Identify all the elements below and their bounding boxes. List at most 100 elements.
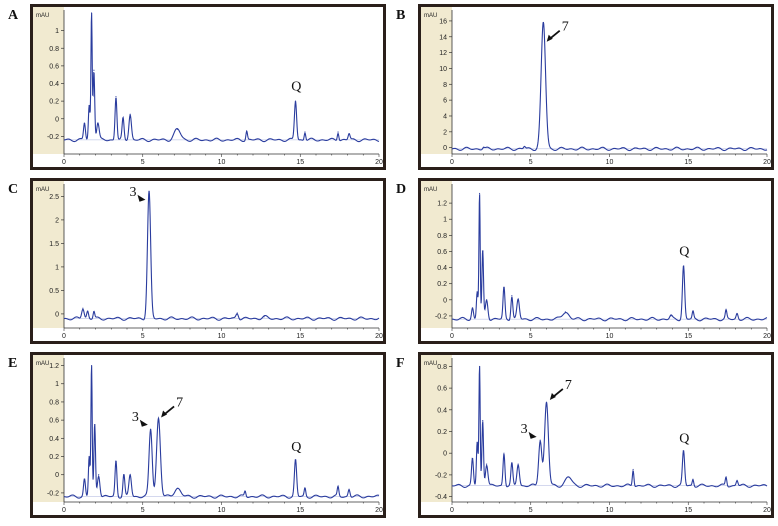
peak-apex xyxy=(682,265,685,267)
peak-apex xyxy=(736,312,738,315)
panel-letter-b: B xyxy=(396,8,406,23)
x-tick-label: 15 xyxy=(296,333,304,340)
chromatogram-plot-e: mAU 1.2 1 0.8 0.6 0.4 0.2 0 -0.2 0 5 10 15 20 3 7 Q xyxy=(33,355,383,515)
x-tick-label: 5 xyxy=(141,159,145,166)
annotation-label: Q xyxy=(291,440,301,455)
chromatogram-panel-f: mAU 0.8 0.6 0.4 0.2 0 -0.2 -0.4 0 5 10 15 20 3 7 Q xyxy=(418,352,774,518)
peak-apex xyxy=(567,476,570,478)
x-tick-label: 0 xyxy=(62,159,66,166)
y-tick-label: 0 xyxy=(443,145,447,152)
y-unit-label: mAU xyxy=(424,187,437,193)
peak-apex xyxy=(88,455,90,458)
peak-apex xyxy=(670,315,672,317)
peak-apex xyxy=(97,122,99,124)
peak-apex xyxy=(150,428,152,430)
y-tick-label: 12 xyxy=(439,50,447,57)
peak-apex xyxy=(486,463,488,465)
peak-apex xyxy=(263,316,265,318)
x-tick-label: 10 xyxy=(606,507,614,514)
y-tick-label: 0 xyxy=(443,297,447,304)
peak-apex xyxy=(476,441,478,443)
y-tick-label: 0.6 xyxy=(437,386,447,393)
annotation-label: 7 xyxy=(176,395,183,410)
y-tick-label: 1.5 xyxy=(49,241,59,248)
x-tick-label: 15 xyxy=(296,159,304,166)
peak-apex xyxy=(564,311,566,313)
y-tick-label: 16 xyxy=(439,18,447,25)
y-tick-label: 0 xyxy=(443,451,447,458)
peak-apex xyxy=(294,100,297,102)
chromatogram-panel-a: mAU 1 0.8 0.6 0.4 0.2 0 -0.2 0 5 10 15 20 Q xyxy=(30,4,386,170)
x-tick-label: 10 xyxy=(218,159,226,166)
y-axis-band xyxy=(421,7,452,154)
peak-apex xyxy=(539,439,541,441)
peak-apex xyxy=(482,250,484,253)
y-tick-label: 0.6 xyxy=(437,249,447,256)
annotation-label: 3 xyxy=(132,410,139,425)
annotation-label: 7 xyxy=(562,20,569,35)
peak-apex xyxy=(176,487,178,489)
peak-apex xyxy=(682,450,685,452)
x-tick-label: 20 xyxy=(375,333,383,340)
annotation-label: 3 xyxy=(521,422,528,437)
y-tick-label: 2 xyxy=(55,217,59,224)
y-tick-label: 1 xyxy=(55,381,59,388)
x-axis-band xyxy=(33,328,383,341)
x-tick-label: 5 xyxy=(141,507,145,514)
x-tick-label: 20 xyxy=(375,159,383,166)
y-tick-label: 1 xyxy=(443,217,447,224)
annotation-label: Q xyxy=(679,244,689,259)
peak-apex xyxy=(542,21,544,24)
y-tick-label: 0.2 xyxy=(49,99,59,106)
y-tick-label: 0.6 xyxy=(49,63,59,70)
x-tick-label: 20 xyxy=(763,159,771,166)
x-tick-label: 15 xyxy=(684,507,692,514)
annotation-arrow xyxy=(549,388,564,400)
y-tick-label: 1 xyxy=(55,28,59,35)
peak-apex xyxy=(157,417,160,419)
x-tick-label: 5 xyxy=(529,333,533,340)
peak-apex xyxy=(511,295,513,297)
peak-apex xyxy=(692,478,694,480)
x-tick-label: 20 xyxy=(763,507,771,514)
peak-apex xyxy=(123,474,125,476)
chromatogram-panel-e: mAU 1.2 1 0.8 0.6 0.4 0.2 0 -0.2 0 5 10 15 20 3 7 Q xyxy=(30,352,386,518)
y-tick-label: 0.8 xyxy=(49,46,59,53)
x-tick-label: 10 xyxy=(218,333,226,340)
y-axis-band xyxy=(33,7,64,154)
peak-apex xyxy=(545,401,548,403)
peak-apex xyxy=(725,310,727,312)
x-tick-label: 0 xyxy=(450,507,454,514)
chromatogram-plot-a: mAU 1 0.8 0.6 0.4 0.2 0 -0.2 0 5 10 15 20 Q xyxy=(33,7,383,167)
peak-apex xyxy=(304,487,306,489)
y-tick-label: 0.8 xyxy=(437,233,447,240)
chromatogram-trace xyxy=(63,190,380,321)
y-tick-label: 0.8 xyxy=(437,364,447,371)
x-axis-band xyxy=(421,502,771,515)
x-tick-label: 5 xyxy=(529,159,533,166)
peak-apex xyxy=(692,311,694,313)
annotation-arrow xyxy=(546,30,561,42)
y-tick-label: 1.2 xyxy=(49,363,59,370)
x-tick-label: 0 xyxy=(450,159,454,166)
panel-letter-e: E xyxy=(8,356,18,371)
peak-apex xyxy=(517,463,519,465)
y-tick-label: 0.2 xyxy=(437,281,447,288)
peak-apex xyxy=(511,463,513,465)
peak-apex xyxy=(94,424,96,426)
peak-apex xyxy=(88,104,90,107)
y-tick-label: 0.4 xyxy=(437,407,447,414)
y-tick-label: 0.8 xyxy=(49,399,59,406)
peak-apex xyxy=(523,145,526,148)
peak-apex xyxy=(83,478,86,480)
y-axis-band xyxy=(33,355,64,502)
x-tick-label: 15 xyxy=(296,507,304,514)
x-tick-label: 5 xyxy=(141,333,145,340)
chromatogram-plot-d: mAU 1.2 1 0.8 0.6 0.4 0.2 0 -0.2 0 5 10 15 20 Q xyxy=(421,181,771,341)
peak-apex xyxy=(176,128,178,130)
annotation-arrowhead xyxy=(137,194,146,202)
panel-letter-d: D xyxy=(396,182,407,197)
peak-apex xyxy=(115,96,117,98)
